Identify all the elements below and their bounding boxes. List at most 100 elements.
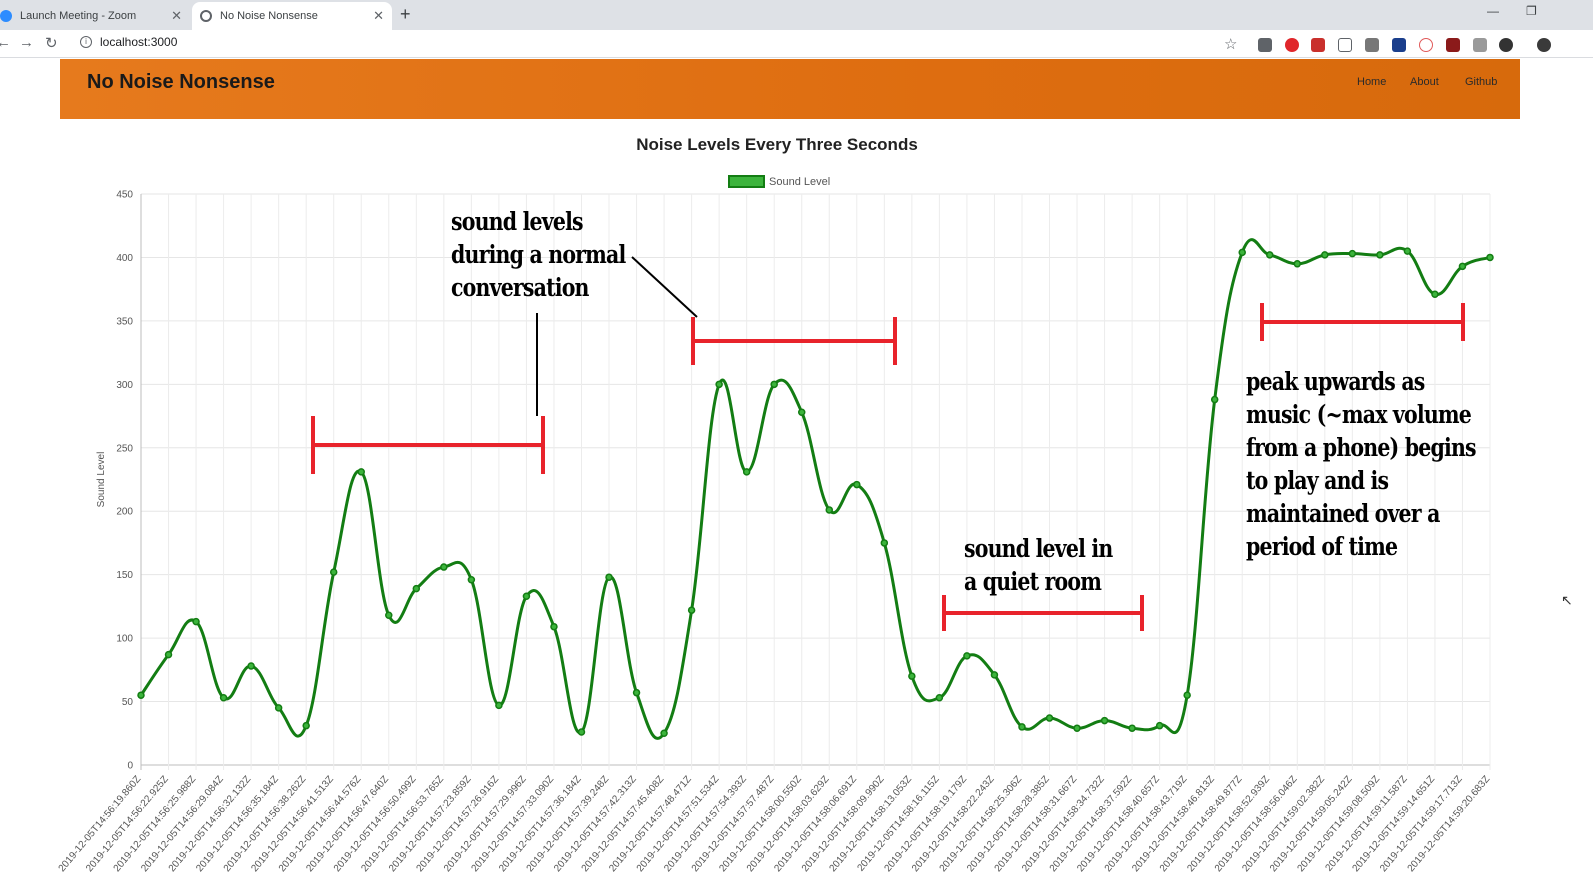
data-point: [495, 701, 503, 710]
extension-icon[interactable]: [1258, 38, 1272, 52]
data-point: [715, 380, 723, 389]
annotation-pointer: [631, 256, 698, 318]
data-point: [1073, 724, 1081, 732]
data-point: [853, 480, 861, 489]
annotation-line: to play and is: [1246, 466, 1389, 495]
legend-label: Sound Level: [769, 176, 830, 188]
data-point: [1348, 249, 1357, 258]
annotation-line: sound levels: [451, 207, 584, 236]
data-point: [990, 671, 999, 679]
data-point: [1321, 251, 1329, 259]
data-point: [1100, 716, 1109, 725]
nav-home-link[interactable]: Home: [1357, 76, 1387, 88]
annotation-conversation: sound levels during a normal conversatio…: [451, 205, 626, 304]
data-point: [137, 691, 145, 699]
data-point: [412, 584, 421, 593]
back-icon[interactable]: ←: [0, 34, 11, 51]
data-point: [1238, 248, 1246, 257]
url-field[interactable]: i localhost:3000: [80, 35, 177, 49]
data-point: [1018, 723, 1026, 731]
data-point: [797, 408, 806, 416]
restore-icon[interactable]: ❐: [1526, 4, 1537, 18]
annotation-line: from a phone) begins: [1246, 433, 1477, 462]
data-point: [825, 506, 834, 514]
extension-icon[interactable]: [1499, 38, 1513, 52]
minimize-icon[interactable]: —: [1487, 4, 1499, 18]
data-point: [329, 568, 338, 576]
data-point: [880, 539, 889, 547]
annotation-line: sound level in: [964, 534, 1113, 563]
y-tick-label: 200: [116, 507, 133, 518]
chart-title: Noise Levels Every Three Seconds: [636, 135, 918, 154]
address-bar: ← → ↻ i localhost:3000 ☆: [0, 30, 1593, 58]
data-point: [302, 721, 310, 730]
annotation-line: maintained over a: [1246, 499, 1440, 528]
browser-tab-strip: Launch Meeting - Zoom ✕ No Noise Nonsens…: [0, 0, 1593, 30]
data-point: [660, 729, 668, 738]
y-tick-label: 300: [116, 380, 133, 391]
tab-title: Launch Meeting - Zoom: [20, 10, 137, 22]
annotation-line: conversation: [451, 273, 589, 302]
series-line: [139, 238, 1491, 740]
annotation-line: peak upwards as: [1246, 367, 1425, 396]
data-point: [742, 468, 751, 476]
y-tick-label: 50: [122, 697, 134, 708]
data-point: [577, 728, 586, 736]
ublock-icon[interactable]: [1446, 38, 1460, 52]
extension-icon[interactable]: [1311, 38, 1325, 52]
tab-zoom[interactable]: Launch Meeting - Zoom ✕: [0, 2, 190, 30]
annotation-line: period of time: [1246, 532, 1398, 561]
data-point: [550, 622, 558, 631]
site-navbar: No Noise Nonsense Home About Github: [60, 59, 1520, 119]
data-point: [1266, 251, 1274, 259]
info-icon[interactable]: i: [80, 36, 92, 48]
tab-no-noise[interactable]: No Noise Nonsense ✕: [192, 2, 392, 30]
data-point: [1486, 253, 1494, 262]
data-point: [1458, 262, 1467, 271]
nav-github-link[interactable]: Github: [1465, 76, 1498, 88]
site-brand[interactable]: No Noise Nonsense: [87, 71, 275, 93]
extension-icon[interactable]: [1473, 38, 1487, 52]
y-tick-label: 150: [116, 570, 133, 581]
data-point: [522, 592, 531, 600]
close-icon[interactable]: ✕: [171, 8, 182, 23]
data-point: [935, 693, 944, 702]
extension-icon[interactable]: [1419, 38, 1433, 52]
y-tick-label: 0: [127, 761, 133, 772]
data-point: [1155, 721, 1164, 730]
data-point: [1293, 260, 1302, 268]
zoom-favicon-icon: [0, 10, 12, 22]
data-point: [1376, 251, 1384, 259]
y-tick-label: 100: [116, 634, 133, 645]
data-point: [1403, 247, 1412, 255]
extension-icon[interactable]: [1392, 38, 1406, 52]
reload-icon[interactable]: ↻: [45, 35, 58, 52]
extension-icon[interactable]: [1365, 38, 1379, 52]
noise-line-chart: Noise Levels Every Three Seconds Sound Le…: [57, 135, 1494, 874]
y-tick-label: 400: [116, 253, 133, 264]
data-point: [219, 693, 228, 702]
annotation-music-peak: peak upwards as music (~max volume from …: [1246, 365, 1477, 563]
annotation-line: a quiet room: [964, 567, 1102, 596]
avatar[interactable]: [1537, 38, 1551, 52]
nav-about-link[interactable]: About: [1410, 76, 1439, 88]
data-point: [164, 650, 173, 659]
data-point: [1431, 290, 1439, 298]
new-tab-button[interactable]: +: [400, 4, 411, 24]
y-tick-label: 350: [116, 316, 133, 327]
y-tick-label: 250: [116, 443, 133, 454]
y-tick-label: 450: [116, 190, 133, 201]
adblock-icon[interactable]: [1285, 38, 1299, 52]
annotation-quiet-room: sound level in a quiet room: [964, 532, 1113, 598]
close-icon[interactable]: ✕: [373, 8, 384, 23]
data-point: [1128, 724, 1136, 732]
data-point: [440, 563, 448, 571]
data-point: [770, 380, 778, 389]
data-point: [1045, 714, 1054, 722]
legend-swatch: [728, 175, 765, 188]
globe-icon: [200, 10, 212, 22]
bookmark-star-icon[interactable]: ☆: [1224, 36, 1238, 53]
extension-icon[interactable]: [1338, 38, 1352, 52]
forward-icon[interactable]: →: [19, 34, 34, 51]
y-axis-label: Sound Level: [96, 452, 107, 508]
